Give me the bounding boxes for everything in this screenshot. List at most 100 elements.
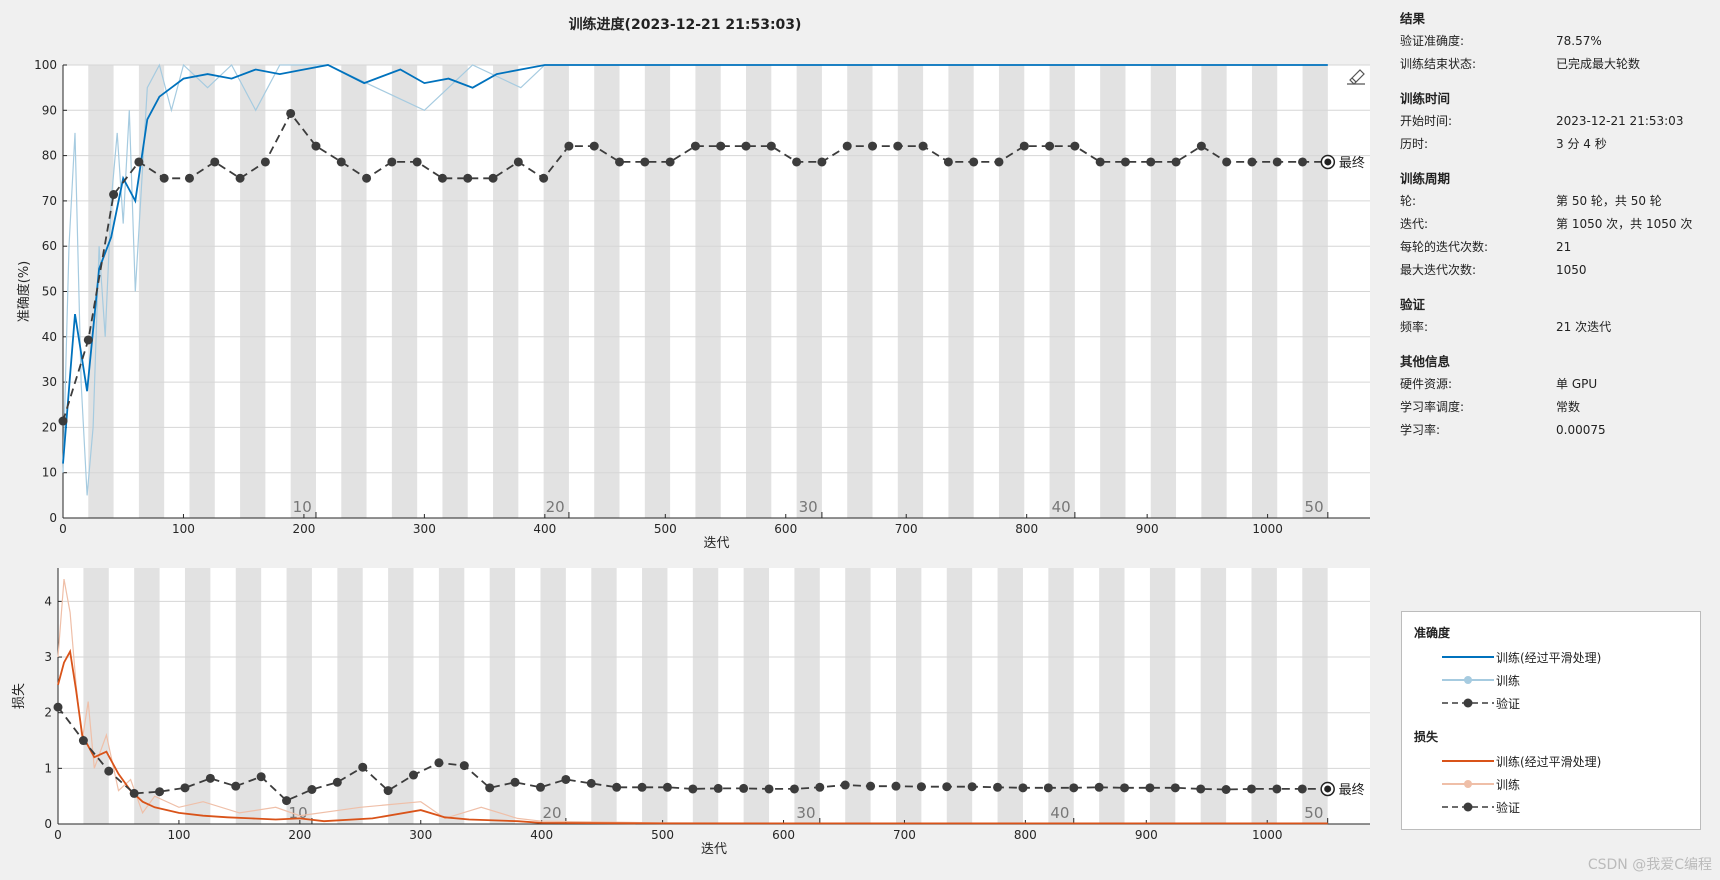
x-tick-label: 700 [893,828,916,842]
validation-point [589,141,599,151]
info-row: 轮: 第 50 轮，共 50 轮 [1400,190,1720,213]
y-tick-label: 100 [34,58,57,72]
validation-point [1094,782,1104,792]
validation-point [535,782,545,792]
loss-series-1 [57,578,1328,825]
x-tick-label: 1000 [1252,522,1283,536]
info-section-validation: 验证 频率: 21 次迭代 [1400,294,1720,339]
epoch-stripe [743,568,770,824]
legend-acc-raw: 训练 [1442,670,1520,690]
validation-point [1043,783,1053,793]
validation-point [58,416,68,426]
accuracy-series-1 [62,63,1328,496]
info-value: 1050 [1556,263,1587,277]
validation-point [437,173,447,183]
epoch-stripe [438,568,465,824]
validation-point [412,157,422,167]
x-tick-label: 300 [413,522,436,536]
y-tick-label: 0 [44,817,52,831]
x-tick-label: 0 [59,522,67,536]
chart-title: 训练进度(2023-12-21 21:53:03) [568,17,802,33]
epoch-label: 50 [1305,498,1324,516]
validation-point [1095,157,1105,167]
validation-point [83,335,93,345]
validation-point [764,784,774,794]
legend-label: 训练(经过平滑处理) [1496,754,1602,769]
validation-point [210,157,220,167]
epoch-label: 10 [293,498,312,516]
validation-point [362,173,372,183]
validation-point [1272,784,1282,794]
epoch-label: 30 [799,498,818,516]
y-axis-label: 准确度(%) [16,261,32,323]
x-tick-label: 700 [895,522,918,536]
validation-point [383,786,393,796]
info-row: 最大迭代次数: 1050 [1400,259,1720,282]
epoch-label: 40 [1050,804,1069,822]
epoch-stripe [1099,568,1125,824]
info-section-header: 其他信息 [1400,354,1451,369]
epoch-stripe [591,568,617,824]
validation-point [463,173,473,183]
loss-series-0 [57,648,1328,825]
epoch-stripe [1200,568,1227,824]
validation-point [1170,783,1180,793]
legend-loss-raw: 训练 [1442,774,1520,794]
info-key: 验证准确度: [1400,34,1465,48]
legend-label: 训练 [1496,673,1521,688]
final-label: 最终 [1339,155,1365,171]
info-value: 第 50 轮，共 50 轮 [1556,194,1662,208]
validation-point [690,141,700,151]
validation-point [231,781,241,791]
validation-point [615,157,625,167]
epoch-label: 20 [542,804,561,822]
validation-point [282,796,292,806]
info-section-header: 结果 [1400,11,1426,26]
y-tick-label: 80 [42,149,57,163]
validation-point [993,782,1003,792]
validation-point [159,173,169,183]
validation-point [184,173,194,183]
validation-point [1146,157,1156,167]
legend-dashed-marker-icon [1442,802,1494,812]
validation-point [235,173,245,183]
x-tick-label: 300 [409,828,432,842]
y-tick-label: 3 [44,650,52,664]
info-key: 最大迭代次数: [1400,263,1477,277]
x-tick-label: 600 [774,522,797,536]
validation-point [488,173,498,183]
y-tick-label: 1 [44,761,52,775]
legend-loss-smooth: 训练(经过平滑处理) [1442,751,1601,771]
validation-point [109,190,119,200]
x-tick-label: 0 [54,828,62,842]
validation-point [840,780,850,790]
epoch-stripe [184,568,211,824]
epoch-stripe [895,568,922,824]
epoch-stripe [1251,568,1277,824]
validation-point [1297,784,1307,794]
epoch-stripe [134,568,160,824]
validation-point [53,702,63,712]
export-icon [1347,69,1365,85]
validation-point [891,781,901,791]
epoch-stripe [235,568,262,824]
y-axis-label: 损失 [12,683,27,709]
validation-point [387,157,397,167]
epoch-stripe [692,568,719,824]
validation-point [1196,784,1206,794]
x-tick-label: 400 [530,828,553,842]
validation-point [358,762,368,772]
loss-series-2 [57,706,1328,802]
y-tick-label: 70 [42,194,57,208]
epoch-label: 10 [289,804,308,822]
validation-point [1120,783,1130,793]
validation-point [1298,157,1308,167]
info-row: 历时: 3 分 4 秒 [1400,133,1720,156]
validation-point [1070,141,1080,151]
validation-point [741,141,751,151]
validation-point [817,157,827,167]
validation-point [311,141,321,151]
